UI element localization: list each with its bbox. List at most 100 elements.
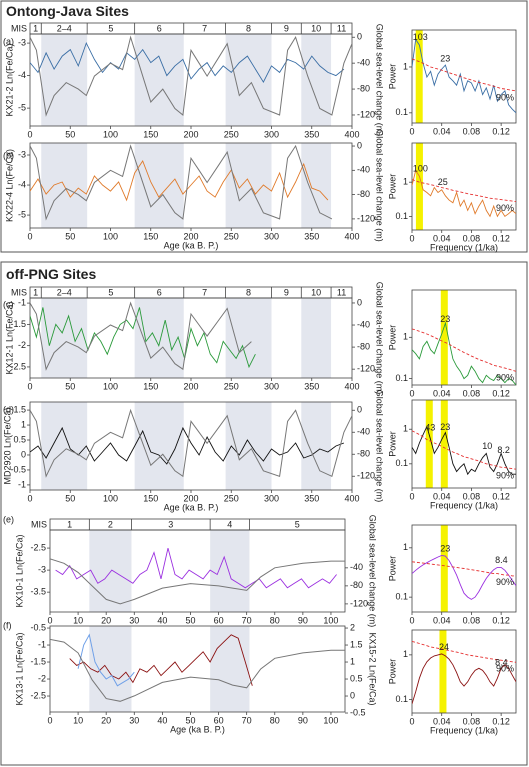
x-tick-label: 0 — [47, 615, 52, 625]
y-axis-label: KX10-1 Ln(Fe/Ca) — [14, 534, 24, 607]
series-line — [30, 307, 256, 369]
highlight-band — [439, 630, 447, 713]
panel-label: (e) — [3, 514, 14, 524]
x-tick-label: 300 — [264, 129, 279, 139]
peak-label: 43 — [425, 422, 435, 432]
x-tick-label: 60 — [214, 715, 224, 725]
mis-shading — [301, 143, 332, 228]
x-axis-label: Frequency (1/ka) — [430, 725, 498, 735]
highlight-band — [425, 400, 433, 488]
x-tick-label: 250 — [224, 129, 239, 139]
mis-shading — [41, 34, 88, 126]
x-tick-label: 0 — [409, 716, 414, 726]
series-line — [50, 558, 345, 605]
y2-tick-label: 0 — [357, 140, 362, 150]
y-tick-label: -4 — [18, 70, 26, 80]
highlight-band — [440, 400, 448, 488]
mis-label: MIS — [11, 23, 27, 33]
mis-name: 10 — [311, 23, 321, 33]
series-line — [412, 38, 516, 114]
y-tick-label: -1.5 — [30, 656, 46, 666]
y-tick-label: 1 — [403, 177, 408, 187]
peak-label: 8.2 — [497, 445, 510, 455]
mis-label: MIS — [11, 287, 27, 297]
y-tick-label: 0.1 — [395, 458, 408, 468]
confidence-label: 90% — [496, 664, 514, 674]
y-tick-label: 1 — [403, 61, 408, 71]
peak-label: 23 — [440, 314, 450, 324]
series-line — [30, 144, 333, 221]
x-tick-label: 30 — [129, 615, 139, 625]
x-tick-label: 300 — [264, 381, 279, 391]
y-tick-label: -3 — [38, 564, 46, 574]
spectrum-panel: 0 0.04 0.08 0.12 0.1 1 Power 23 90% — [387, 289, 517, 398]
x-tick-label: 0.04 — [433, 233, 451, 243]
mis-label: MIS — [31, 519, 47, 529]
confidence-line — [412, 561, 516, 577]
y-tick-label: 1 — [403, 332, 408, 342]
confidence-label: 90% — [496, 92, 514, 102]
spectrum-panel: 0 0.04 0.08 0.12 0.1 1 Power Frequency (1/ka) 10… — [387, 142, 517, 252]
x-tick-label: 10 — [73, 615, 83, 625]
y-axis-label: Power — [387, 325, 397, 351]
x-tick-label: 150 — [143, 231, 158, 241]
y-axis-label: KX12-1 Ln(Fe/Ca) — [4, 301, 14, 374]
mis-name: 7 — [202, 23, 207, 33]
mis-shading — [301, 298, 332, 378]
x-tick-label: 400 — [344, 381, 359, 391]
y2-tick-label: -40 — [357, 319, 370, 329]
x-tick-label: 300 — [264, 493, 279, 503]
y-axis-label: KX13-1 Ln(Fe/Ca) — [14, 632, 24, 705]
plot-frame — [411, 629, 517, 714]
y-tick-label: 1 — [403, 649, 408, 659]
confidence-line — [412, 430, 516, 470]
peak-label: 10 — [482, 441, 492, 451]
series-line — [412, 555, 516, 600]
x-tick-label: 0 — [27, 493, 32, 503]
mis-strip — [29, 286, 353, 299]
mis-shading — [301, 402, 332, 490]
series-line — [69, 634, 253, 686]
series-line — [30, 301, 252, 371]
x-tick-label: 30 — [129, 715, 139, 725]
y-tick-label: 0.5 — [13, 434, 26, 444]
y2-tick-label: 0.5 — [350, 673, 363, 683]
y-tick-label: -3 — [18, 37, 26, 47]
x-tick-label: 150 — [143, 129, 158, 139]
x-tick-label: 20 — [101, 715, 111, 725]
confidence-line — [412, 179, 516, 203]
y-tick-label: 0.1 — [395, 592, 408, 602]
mis-name: 3 — [168, 519, 173, 529]
section-box — [0, 0, 528, 253]
timeseries-panel: 0 10 20 30 40 50 60 70 80 90 100-0.5-1-1.5-2-2.521… — [3, 620, 378, 734]
peak-label: 23 — [440, 543, 450, 553]
mis-strip — [29, 22, 353, 35]
confidence-label: 90% — [496, 203, 514, 213]
x-tick-label: 50 — [65, 381, 75, 391]
confidence-label: 90% — [496, 577, 514, 587]
y2-tick-label: -120 — [357, 364, 375, 374]
x-tick-label: 0.12 — [492, 233, 510, 243]
x-tick-label: 50 — [185, 715, 195, 725]
mis-name: 7 — [202, 287, 207, 297]
y-tick-label: -3.5 — [30, 587, 46, 597]
y2-tick-label: 0 — [357, 297, 362, 307]
y-tick-label: -0.5 — [30, 622, 46, 632]
highlight-band — [440, 525, 448, 612]
mis-name: 6 — [157, 23, 162, 33]
panel-label: (b) — [3, 150, 14, 160]
mis-shading — [89, 530, 132, 612]
y-axis-label: Power — [387, 659, 397, 685]
y2-axis-label: KX15-2 Ln(Fe/Ca) — [368, 632, 378, 705]
y2-axis-label: Global sea-level change (m) — [375, 24, 385, 137]
peak-label: 23 — [440, 422, 450, 432]
mis-name: 11 — [337, 287, 346, 297]
x-tick-label: 100 — [103, 381, 118, 391]
section-box — [0, 261, 528, 766]
y-tick-label: 1.5 — [13, 404, 26, 414]
mis-name: 1 — [67, 519, 72, 529]
timeseries-panel: MIS 1 2–4 5 6 7 8 9 10 11 0 50 100 150 200 250 300 350 400… — [3, 282, 385, 395]
x-tick-label: 0 — [409, 491, 414, 501]
x-tick-label: 10 — [73, 715, 83, 725]
spectrum-panel: 0 0.04 0.08 0.12 0.1 1 Power Frequency (1/ka) 43… — [387, 399, 517, 510]
